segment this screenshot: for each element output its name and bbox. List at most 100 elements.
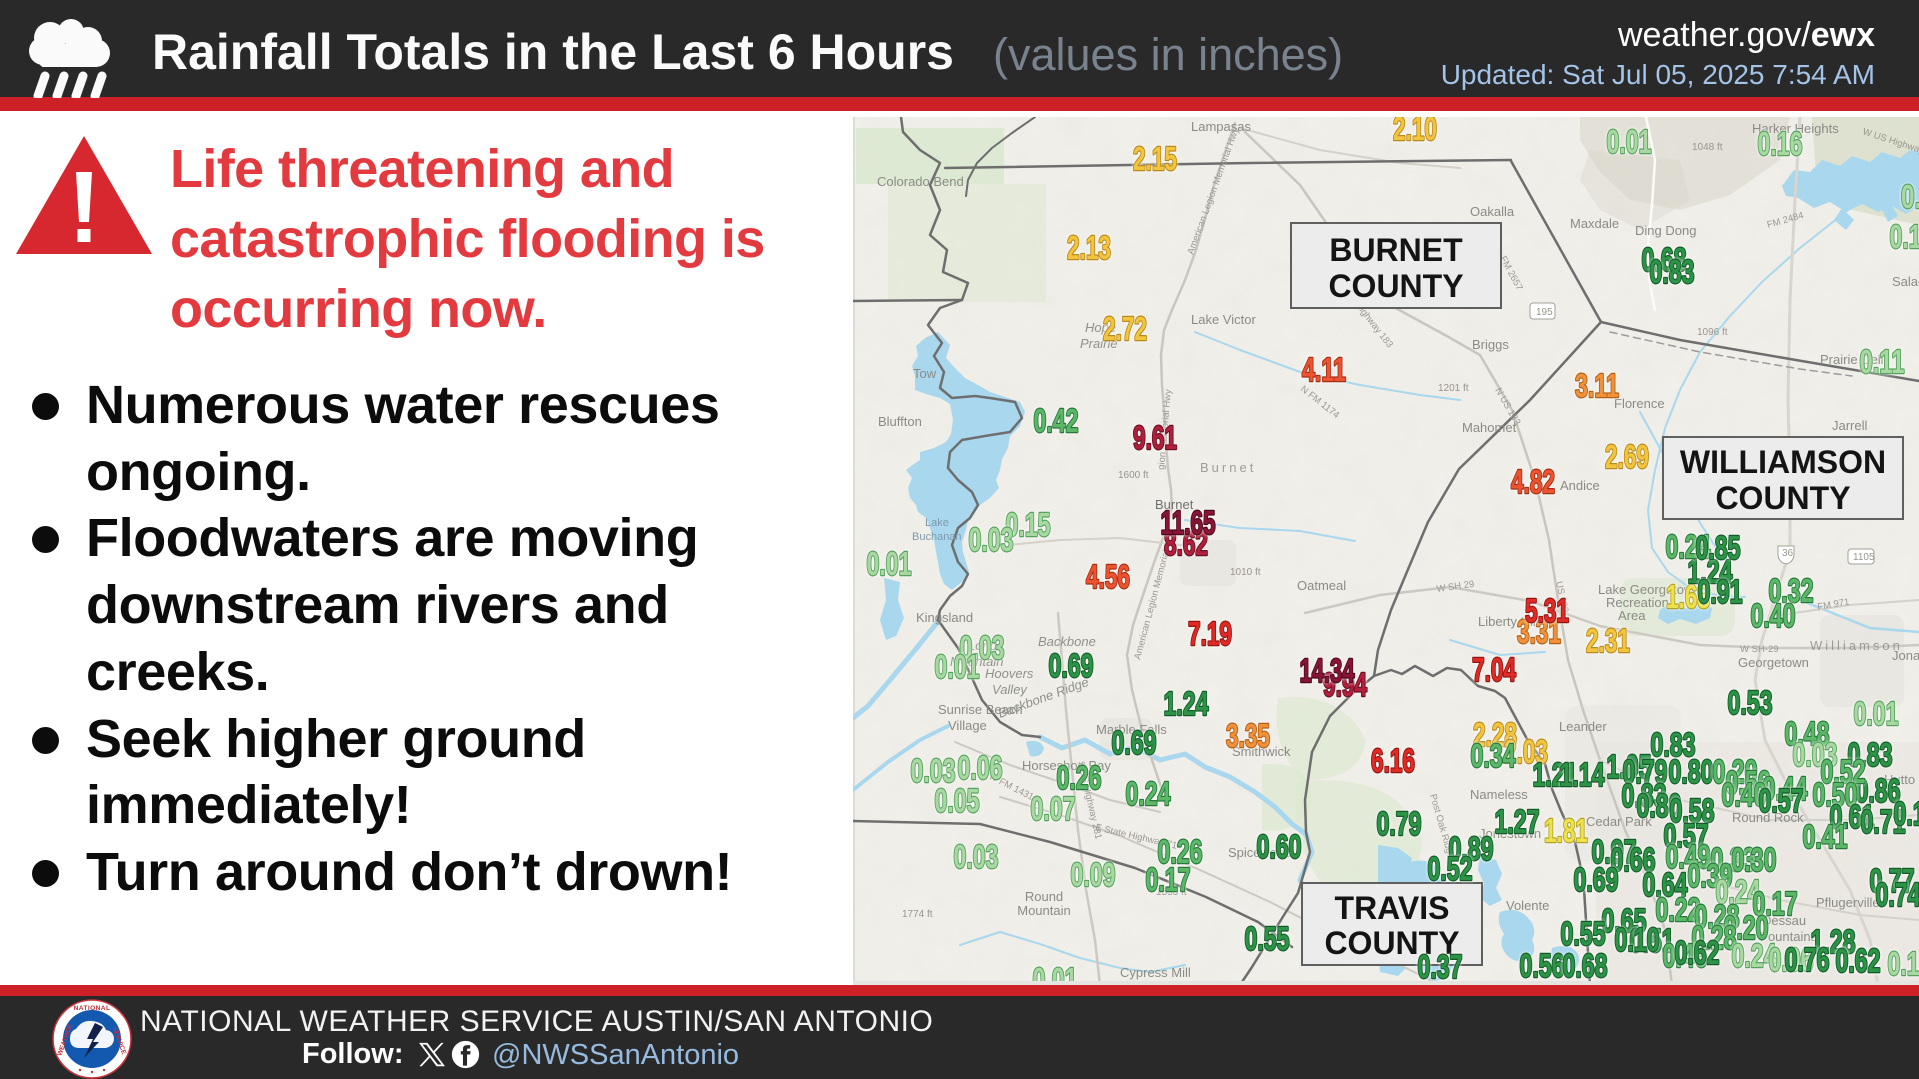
svg-text:0.05: 0.05 [935,782,980,819]
svg-text:0.55: 0.55 [1561,915,1606,952]
svg-text:Smithwick: Smithwick [1232,744,1291,759]
svg-text:Prairie Dell: Prairie Dell [1820,352,1884,367]
svg-text:0.24: 0.24 [1732,937,1777,974]
svg-text:2.13: 2.13 [1067,229,1111,266]
svg-text:0.06: 0.06 [1769,941,1814,978]
svg-text:0.03: 0.03 [954,838,999,875]
svg-text:0.83: 0.83 [1622,777,1667,814]
svg-text:11.65: 11.65 [1161,504,1216,541]
svg-text:Dessau: Dessau [1762,913,1806,928]
svg-text:4.56: 4.56 [1086,558,1130,595]
svg-text:0.48: 0.48 [1785,715,1830,752]
svg-text:0.97: 0.97 [1592,833,1637,870]
svg-text:0.20: 0.20 [1724,909,1769,946]
svg-text:0.85: 0.85 [1696,529,1741,566]
svg-text:36: 36 [1782,548,1794,559]
svg-text:Liberty Hill: Liberty Hill [1478,614,1539,629]
svg-text:2.72: 2.72 [1103,310,1147,347]
svg-text:0.44: 0.44 [1763,770,1808,807]
svg-text:0.52: 0.52 [1428,850,1473,887]
svg-text:0.17: 0.17 [1146,861,1191,898]
svg-text:0.83: 0.83 [1650,253,1695,290]
svg-text:0.09: 0.09 [1071,856,1116,893]
svg-text:WILLIAMSON: WILLIAMSON [1680,444,1886,480]
svg-text:14.34: 14.34 [1300,652,1355,689]
svg-text:Round: Round [1025,889,1063,904]
svg-text:0.62: 0.62 [1836,942,1881,979]
svg-text:0.03: 0.03 [1793,736,1838,773]
svg-text:Lake Georgetown: Lake Georgetown [1598,582,1701,597]
svg-text:1.21: 1.21 [1533,756,1578,793]
svg-text:BURNET: BURNET [1329,232,1463,268]
svg-text:Burnet: Burnet [1200,460,1256,475]
svg-text:1.05: 1.05 [1607,748,1652,785]
svg-text:1600 ft: 1600 ft [1118,470,1149,481]
svg-text:Pflugerville: Pflugerville [1816,895,1880,910]
svg-text:0.11: 0.11 [1860,343,1905,380]
svg-text:1.81: 1.81 [1544,812,1588,849]
svg-text:0.22: 0.22 [1656,891,1701,928]
svg-text:0.60: 0.60 [1257,828,1302,865]
svg-text:Oatmeal: Oatmeal [1297,578,1346,593]
svg-text:0.28: 0.28 [1692,919,1737,956]
svg-text:Valley: Valley [992,682,1028,697]
svg-text:1.24: 1.24 [1688,553,1733,590]
svg-text:0.69: 0.69 [1112,724,1157,761]
svg-text:Colorado Bend: Colorado Bend [877,174,964,189]
svg-text:0.42: 0.42 [1034,402,1079,439]
svg-text:NATIONAL: NATIONAL [74,1005,111,1012]
svg-text:Kingsland: Kingsland [916,610,973,625]
svg-text:0.17: 0.17 [1753,885,1798,922]
svg-text:1048 ft: 1048 ft [1692,142,1723,153]
svg-text:COUNTY: COUNTY [1715,480,1850,516]
svg-text:Lake Victor: Lake Victor [1191,312,1256,327]
svg-text:Buchanan: Buchanan [912,531,962,543]
svg-text:0.79: 0.79 [1623,753,1668,790]
svg-text:COUNTY: COUNTY [1324,925,1459,961]
svg-text:0.65: 0.65 [1602,902,1647,939]
svg-text:Prairie: Prairie [1080,336,1118,351]
svg-text:0.03: 0.03 [960,629,1005,666]
svg-text:Fountains: Fountains [1760,929,1818,944]
svg-text:0.3: 0.3 [1901,178,1919,215]
svg-text:Jarrell: Jarrell [1832,418,1868,433]
svg-text:0.01: 0.01 [867,545,912,582]
svg-text:0.91: 0.91 [1698,573,1743,610]
svg-text:4.82: 4.82 [1511,463,1555,500]
svg-text:2.69: 2.69 [1605,438,1649,475]
svg-text:2.15: 2.15 [1133,140,1177,177]
svg-text:Mountain: Mountain [1017,903,1070,918]
svg-text:Marble Falls: Marble Falls [1096,722,1167,737]
svg-text:Sunrise Beach: Sunrise Beach [938,702,1023,717]
svg-text:0.06: 0.06 [958,749,1003,786]
svg-text:0.68: 0.68 [1642,241,1687,278]
svg-text:0.46: 0.46 [1663,937,1708,974]
svg-text:0.55: 0.55 [1245,920,1290,957]
svg-text:0.40: 0.40 [1722,776,1767,813]
svg-text:0.19: 0.19 [1890,218,1919,255]
svg-text:0.86: 0.86 [1856,772,1901,809]
svg-text:7.19: 7.19 [1188,615,1232,652]
svg-text:0.49: 0.49 [1666,838,1711,875]
svg-text:Briggs: Briggs [1472,337,1509,352]
svg-text:0.03: 0.03 [911,752,956,789]
svg-text:Mountain: Mountain [950,654,1003,669]
svg-text:0.33: 0.33 [1711,841,1756,878]
svg-text:0.26: 0.26 [1158,833,1203,870]
svg-text:Volente: Volente [1506,898,1549,913]
svg-text:Recreation: Recreation [1606,595,1669,610]
svg-text:0.53: 0.53 [1728,684,1773,721]
svg-text:Salado: Salado [1892,274,1919,289]
svg-text:1010 ft: 1010 ft [1230,567,1261,578]
svg-text:1.14: 1.14 [1560,756,1605,793]
svg-text:Jonestown: Jonestown [1479,826,1541,841]
svg-text:0.69: 0.69 [1574,861,1619,898]
svg-text:Maxdale: Maxdale [1570,216,1619,231]
svg-text:5.31: 5.31 [1525,592,1569,629]
svg-text:2.31: 2.31 [1586,622,1630,659]
svg-text:Long: Long [968,638,998,653]
svg-text:0.83: 0.83 [1651,726,1696,763]
svg-text:0.12: 0.12 [1888,945,1919,982]
svg-text:0.58: 0.58 [1670,792,1715,829]
svg-text:Nameless: Nameless [1470,787,1528,802]
